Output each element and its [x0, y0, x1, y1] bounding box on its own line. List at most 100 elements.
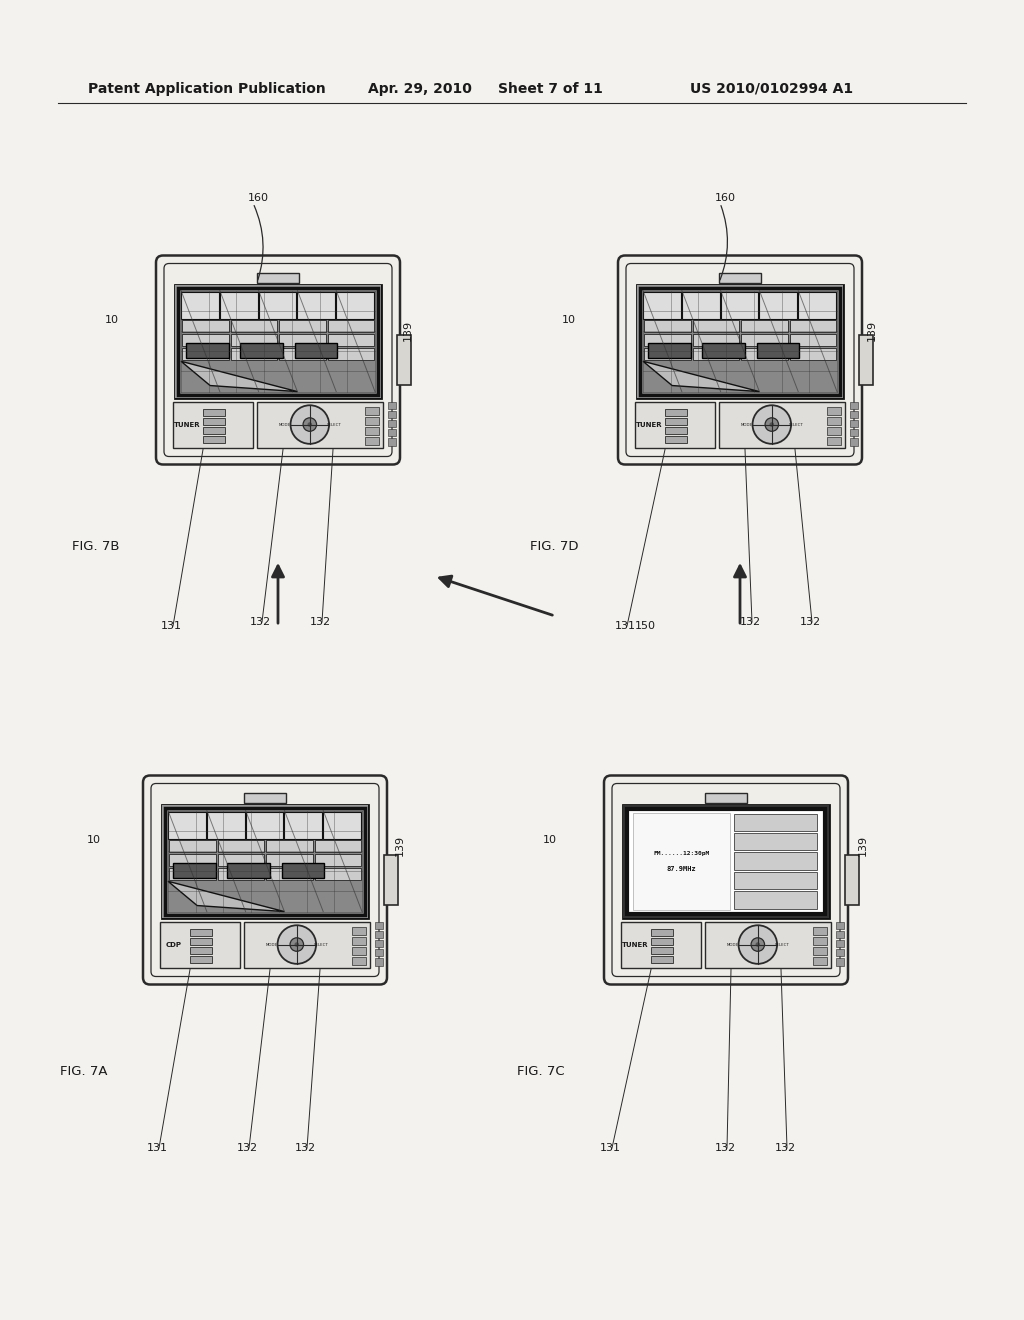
Bar [827, 437, 841, 445]
Bar [665, 417, 687, 425]
Bar [365, 407, 379, 414]
Bar [217, 869, 264, 880]
Text: FIG. 7A: FIG. 7A [60, 1065, 108, 1078]
Bar [741, 319, 787, 331]
Bar [314, 869, 361, 880]
Text: TUNER: TUNER [622, 941, 648, 948]
Text: TUNER: TUNER [636, 421, 663, 428]
Bar [637, 285, 843, 397]
Bar [336, 292, 374, 319]
Text: FM......12:30pM: FM......12:30pM [653, 850, 710, 855]
Bar [365, 417, 379, 425]
Bar [621, 921, 700, 968]
Bar [850, 411, 858, 418]
Circle shape [278, 925, 316, 964]
Text: 160: 160 [248, 193, 269, 203]
Bar [328, 334, 374, 346]
Text: US 2010/0102994 A1: US 2010/0102994 A1 [690, 82, 853, 96]
Bar [182, 348, 228, 360]
Text: MODE: MODE [279, 422, 291, 426]
Bar [682, 292, 720, 319]
Text: CDP: CDP [166, 941, 182, 948]
Bar [295, 343, 337, 358]
Bar [734, 891, 817, 908]
Bar [665, 426, 687, 433]
Bar [257, 401, 383, 447]
Bar [266, 854, 312, 866]
Text: FIG. 7B: FIG. 7B [72, 540, 120, 553]
Bar [836, 940, 844, 948]
Bar [190, 928, 212, 936]
Text: 131: 131 [161, 620, 182, 631]
Text: SELECT: SELECT [774, 942, 790, 946]
Bar [186, 343, 228, 358]
Bar [640, 288, 840, 395]
Bar [230, 319, 278, 331]
Bar [244, 921, 370, 968]
Bar [827, 426, 841, 434]
Bar [836, 949, 844, 956]
Text: 87.9MHz: 87.9MHz [667, 866, 696, 873]
Bar [692, 319, 739, 331]
Text: 132: 132 [740, 616, 761, 627]
Bar [741, 334, 787, 346]
Bar [160, 921, 240, 968]
Bar [352, 957, 366, 965]
Bar [365, 437, 379, 445]
Text: 132: 132 [775, 1143, 796, 1152]
Bar [644, 348, 690, 360]
Circle shape [307, 422, 312, 426]
Bar [217, 854, 264, 866]
Bar [169, 840, 215, 851]
Bar [203, 436, 225, 442]
Text: 132: 132 [295, 1143, 316, 1152]
Bar [836, 958, 844, 965]
Text: 131: 131 [615, 620, 636, 631]
Text: Sheet 7 of 11: Sheet 7 of 11 [498, 82, 603, 96]
Bar [203, 417, 225, 425]
Bar [665, 409, 687, 416]
Circle shape [295, 942, 299, 946]
Bar [162, 804, 368, 917]
Bar [388, 429, 396, 437]
Bar [207, 812, 245, 838]
Bar [648, 343, 690, 358]
Bar [850, 420, 858, 428]
Bar [388, 438, 396, 446]
Circle shape [756, 942, 760, 946]
Bar [850, 438, 858, 446]
Bar [845, 855, 859, 906]
Text: 132: 132 [310, 616, 331, 627]
Bar [279, 334, 326, 346]
Bar [665, 436, 687, 442]
Bar [388, 411, 396, 418]
Bar [175, 285, 381, 397]
Bar [850, 401, 858, 409]
Text: 150: 150 [635, 620, 656, 631]
Text: 131: 131 [147, 1143, 168, 1152]
Text: 132: 132 [800, 616, 821, 627]
Bar [352, 927, 366, 935]
Circle shape [290, 937, 303, 952]
Bar [827, 407, 841, 414]
Text: TUNER: TUNER [174, 421, 201, 428]
Bar [365, 426, 379, 434]
Bar [266, 840, 312, 851]
Bar [375, 958, 383, 965]
Text: 10: 10 [543, 836, 557, 845]
Bar [623, 804, 829, 917]
Bar [227, 863, 270, 878]
Bar [397, 335, 411, 385]
Text: 139: 139 [858, 834, 868, 855]
Bar [203, 409, 225, 416]
Bar [643, 292, 681, 319]
Bar [181, 292, 219, 319]
Bar [282, 863, 325, 878]
Bar [217, 840, 264, 851]
Bar [719, 401, 845, 447]
Text: SELECT: SELECT [313, 942, 329, 946]
Bar [297, 292, 335, 319]
Bar [257, 272, 299, 282]
Circle shape [753, 405, 792, 444]
Bar [375, 940, 383, 948]
